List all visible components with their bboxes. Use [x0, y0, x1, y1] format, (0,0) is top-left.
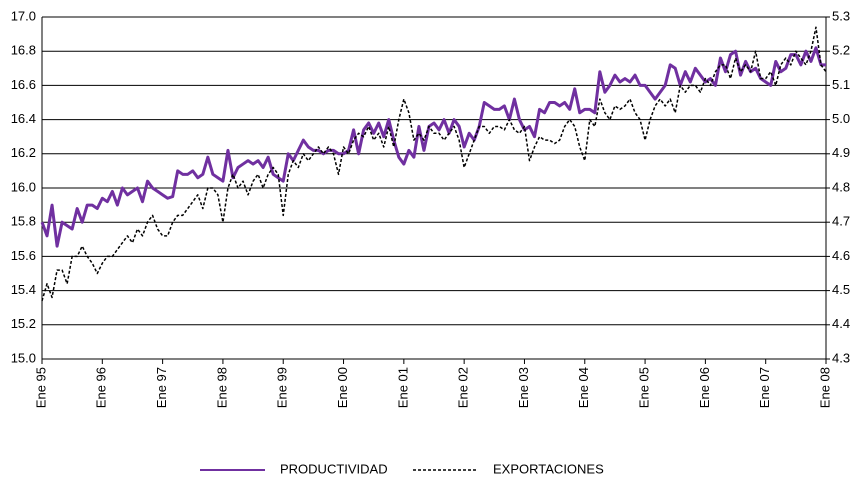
legend-label: EXPORTACIONES [493, 461, 604, 476]
y-tick-label: 17.0 [11, 8, 36, 23]
y2-tick-label: 5.1 [832, 77, 850, 92]
y2-tick-label: 4.5 [832, 282, 850, 297]
x-tick-label: Ene 08 [817, 367, 832, 408]
y2-tick-label: 5.0 [832, 111, 850, 126]
x-tick-label: Ene 96 [94, 367, 109, 408]
y-tick-label: 15.4 [11, 282, 36, 297]
y-tick-label: 16.6 [11, 77, 36, 92]
x-tick-label: Ene 97 [154, 367, 169, 408]
y2-tick-label: 5.3 [832, 8, 850, 23]
y2-tick-label: 4.7 [832, 214, 850, 229]
x-tick-label: Ene 98 [214, 367, 229, 408]
y2-tick-label: 5.2 [832, 43, 850, 58]
x-tick-label: Ene 05 [637, 367, 652, 408]
line-series [41, 26, 827, 302]
x-tick-label: Ene 95 [33, 367, 48, 408]
x-tick-label: Ene 04 [576, 367, 591, 408]
y-tick-label: 15.2 [11, 316, 36, 331]
x-tick-label: Ene 00 [335, 367, 350, 408]
y-tick-label: 16.2 [11, 145, 36, 160]
x-tick-label: Ene 03 [516, 367, 531, 408]
y2-tick-label: 4.6 [832, 248, 850, 263]
x-tick-label: Ene 99 [275, 367, 290, 408]
y-tick-label: 15.6 [11, 248, 36, 263]
x-tick-label: Ene 01 [395, 367, 410, 408]
line-series [40, 46, 826, 248]
y2-tick-label: 4.4 [832, 316, 850, 331]
x-tick-label: Ene 02 [456, 367, 471, 408]
y2-tick-label: 4.3 [832, 350, 850, 365]
y-tick-label: 15.8 [11, 214, 36, 229]
y2-tick-label: 4.9 [832, 145, 850, 160]
y-tick-label: 15.0 [11, 350, 36, 365]
y-tick-label: 16.0 [11, 179, 36, 194]
y2-tick-label: 4.8 [832, 179, 850, 194]
x-tick-label: Ene 06 [697, 367, 712, 408]
y-tick-label: 16.8 [11, 43, 36, 58]
y-tick-label: 16.4 [11, 111, 36, 126]
x-tick-label: Ene 07 [757, 367, 772, 408]
legend-label: PRODUCTIVIDAD [280, 461, 388, 476]
